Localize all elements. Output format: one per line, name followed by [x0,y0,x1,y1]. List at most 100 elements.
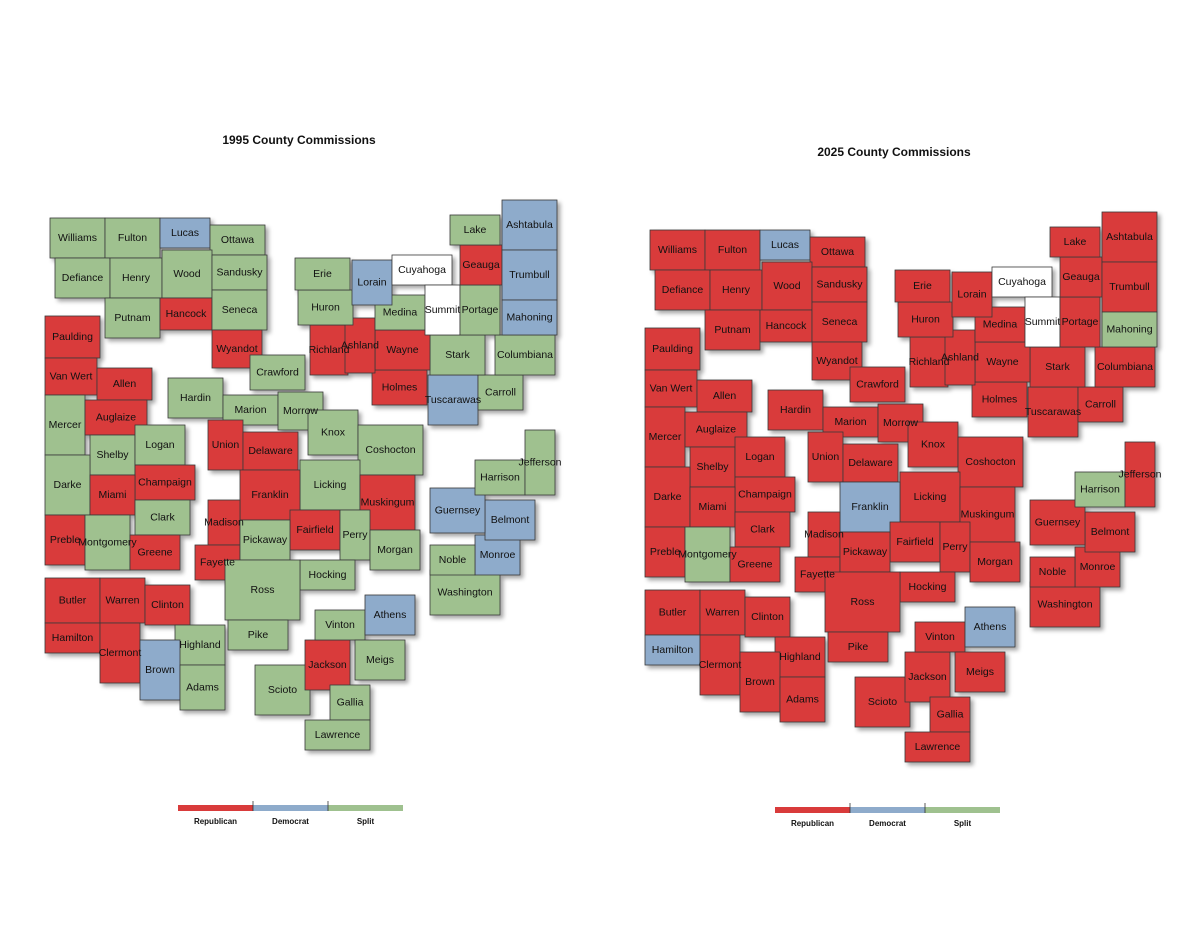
county-label: Pike [248,629,269,641]
county-label: Putnam [714,324,750,336]
county-label: Sandusky [216,266,263,278]
county [957,436,1024,488]
county-label: Trumbull [1109,281,1149,293]
county-label: Monroe [1080,561,1116,573]
county-label: Auglaize [696,423,736,435]
legends: Republican Democrat Split Republican Democra… [178,801,1000,828]
county [644,589,701,636]
county-label: Carroll [485,386,516,398]
county-label: Stark [1045,361,1070,373]
county [494,334,556,376]
county-label: Mercer [649,431,682,443]
county [209,224,266,256]
county-label: Medina [383,306,418,318]
county-label: Morrow [283,405,318,417]
county-label: Harrison [480,471,520,483]
county [371,369,428,406]
county-label: Hancock [766,320,808,332]
county [104,217,161,259]
county-label: Hocking [909,581,947,593]
county [954,651,1006,693]
county-label: Allen [713,390,737,402]
county [1074,471,1126,508]
county [914,621,966,653]
county [211,254,268,291]
county [354,639,406,681]
county [309,324,349,376]
county [449,214,501,246]
county-label: Williams [58,232,97,244]
county [899,571,956,603]
county-label: Henry [722,284,751,296]
county [239,519,291,561]
county [909,336,949,388]
county-label: Miami [699,501,727,513]
county-label: Shelby [696,461,729,473]
county-label: Allen [113,378,137,390]
county [904,731,971,763]
county-label: Montgomery [678,548,737,560]
county-label: Union [812,451,840,463]
county-label: Jefferson [519,456,562,468]
county [139,639,181,701]
county-label: Summit [425,304,461,316]
county-label: Butler [659,606,687,618]
county [1029,346,1086,388]
county-label: Fayette [800,568,835,580]
county [704,309,761,351]
county [89,434,136,476]
county-label: Butler [59,594,87,606]
county-label: Clinton [151,599,184,611]
county [699,634,741,696]
county [484,499,536,541]
county-label: Preble [50,534,81,546]
county-label: Summit [1025,316,1061,328]
county-label: Wayne [986,356,1018,368]
county-label: Cuyahoga [398,264,446,276]
county-label: Auglaize [96,411,136,423]
county [1029,556,1076,588]
county [44,514,86,566]
county-label: Hardin [780,404,811,416]
county-label: Defiance [62,272,104,284]
county-label: Defiance [662,284,704,296]
county-label: Preble [650,546,681,558]
county [964,606,1016,648]
county-label: Paulding [652,343,693,355]
county [889,521,941,563]
county [144,584,191,626]
county [974,341,1031,383]
county [44,394,86,456]
county-label: Clinton [751,611,784,623]
county [689,446,736,488]
county-label: Perry [942,541,968,553]
county-label: Greene [137,546,172,558]
county-label: Van Wert [650,382,693,394]
county-label: Clark [750,523,775,535]
county [644,327,701,371]
county-label: Delaware [848,457,893,469]
county-label: Scioto [268,684,297,696]
county-label: Logan [745,451,774,463]
county [179,664,226,711]
county-label: Erie [313,268,332,280]
county-label: Ashland [341,339,379,351]
county-label: Licking [914,491,947,503]
county-label: Seneca [222,304,258,316]
county [501,249,558,301]
county [289,509,341,551]
county [429,569,501,616]
county-label: Mahoning [506,311,552,323]
county-label: Darke [653,491,681,503]
county [364,594,416,636]
county-label: Gallia [937,708,964,720]
county [761,261,813,311]
county-label: Ottawa [221,234,254,246]
county [929,696,971,733]
county [854,676,911,728]
county-label: Henry [122,272,151,284]
county [1094,346,1156,388]
county-label: Lawrence [315,729,361,741]
county [894,269,951,303]
